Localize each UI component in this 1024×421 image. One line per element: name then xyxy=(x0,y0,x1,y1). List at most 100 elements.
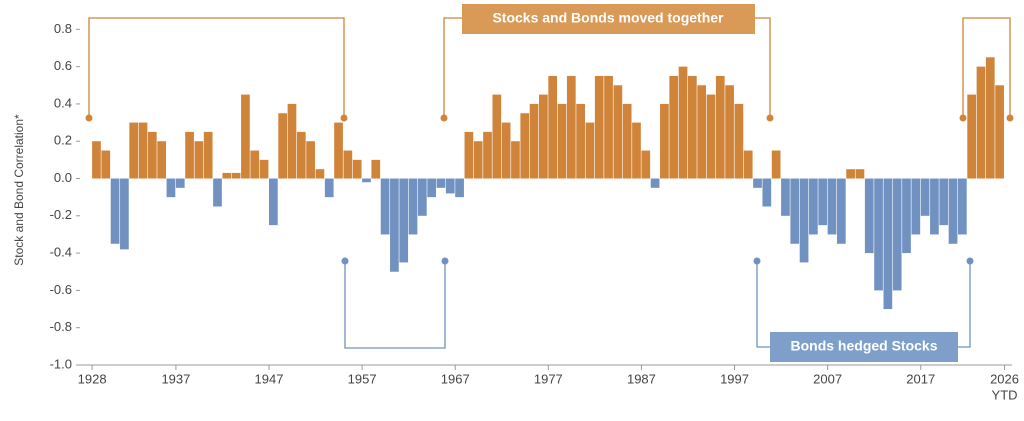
bar xyxy=(715,75,725,179)
bar xyxy=(930,178,939,235)
x-tick-label: 1947 xyxy=(255,371,284,386)
hedged-brackets xyxy=(344,261,971,349)
bar xyxy=(771,150,781,179)
bar xyxy=(874,178,883,291)
x-tick-label: 2026 xyxy=(990,371,1019,386)
bar xyxy=(436,178,446,188)
bar xyxy=(734,103,744,179)
bar xyxy=(743,150,753,179)
bar xyxy=(120,178,129,250)
bar xyxy=(790,178,800,244)
bar xyxy=(166,178,176,198)
bar xyxy=(529,103,539,179)
bar xyxy=(175,178,185,188)
bar xyxy=(864,178,874,254)
bar xyxy=(818,178,828,226)
bar xyxy=(259,159,269,179)
bar xyxy=(343,150,353,179)
bar xyxy=(939,178,949,226)
bracket xyxy=(88,17,345,118)
bar xyxy=(213,178,222,207)
bracket xyxy=(958,261,971,348)
annotation: Stocks and Bonds moved together xyxy=(492,10,724,26)
bracket xyxy=(443,17,462,118)
bar xyxy=(306,141,315,179)
bar xyxy=(315,169,325,179)
bar xyxy=(278,113,288,179)
bar xyxy=(697,85,707,179)
bar xyxy=(483,131,492,179)
bar xyxy=(138,122,148,179)
bar xyxy=(129,122,139,179)
x-tick-label: 1997 xyxy=(720,371,749,386)
annotation-box xyxy=(770,332,958,362)
bar xyxy=(92,141,101,179)
bar xyxy=(269,178,278,226)
bar xyxy=(678,66,688,179)
bar xyxy=(455,178,464,198)
bar xyxy=(985,57,995,179)
bar xyxy=(287,103,297,179)
bar xyxy=(520,113,530,179)
bar xyxy=(371,159,381,179)
annotation-box xyxy=(462,4,755,34)
bar xyxy=(352,159,362,179)
x-tick-label: 2017 xyxy=(906,371,935,386)
bar xyxy=(594,75,604,179)
bar xyxy=(185,131,194,179)
y-tick-label: -1.0 xyxy=(50,356,72,371)
y-tick-label: -0.8 xyxy=(50,319,72,334)
x-tick-label: 1937 xyxy=(161,371,190,386)
bar xyxy=(362,178,371,183)
y-tick-label: 0.0 xyxy=(54,170,72,185)
x-tick-label: 1967 xyxy=(441,371,470,386)
bar xyxy=(250,150,260,179)
bar xyxy=(464,131,474,179)
bar xyxy=(687,75,697,179)
bar xyxy=(231,172,241,179)
bar xyxy=(650,178,660,188)
y-tick-label: 0.4 xyxy=(54,95,72,110)
y-tick-label: 0.8 xyxy=(54,21,72,36)
bar xyxy=(203,131,213,179)
bar xyxy=(427,178,436,198)
bar xyxy=(511,141,520,179)
bar xyxy=(632,122,641,179)
x-tick-label: 1987 xyxy=(627,371,656,386)
bracket xyxy=(962,17,1011,118)
bracket xyxy=(755,17,771,118)
bar xyxy=(948,178,958,244)
bar xyxy=(883,178,893,310)
bar xyxy=(501,122,511,179)
bar xyxy=(585,122,595,179)
bar xyxy=(576,103,585,179)
bar xyxy=(836,178,846,244)
bar xyxy=(101,150,111,179)
bar xyxy=(762,178,772,207)
bar xyxy=(147,131,157,179)
bar xyxy=(892,178,902,291)
bar xyxy=(380,178,390,235)
bar xyxy=(110,178,120,244)
bar xyxy=(855,169,865,179)
bracket-dots xyxy=(85,114,1014,122)
bar xyxy=(399,178,409,263)
bar xyxy=(334,122,343,179)
x-tick-label: 1957 xyxy=(348,371,377,386)
bar xyxy=(753,178,762,188)
bar xyxy=(604,75,613,179)
bar xyxy=(492,94,502,179)
bar xyxy=(995,85,1004,179)
x-tick-note: YTD xyxy=(992,387,1018,402)
y-tick-label: 0.2 xyxy=(54,133,72,148)
bar xyxy=(473,141,483,179)
x-tick-label: 2007 xyxy=(813,371,842,386)
bracket-dots xyxy=(341,257,974,265)
bar xyxy=(194,141,204,179)
bar xyxy=(809,178,818,235)
bar xyxy=(827,178,837,235)
bar xyxy=(557,103,567,179)
bar xyxy=(706,94,716,179)
y-tick-label: -0.2 xyxy=(50,207,72,222)
bar xyxy=(408,178,418,235)
